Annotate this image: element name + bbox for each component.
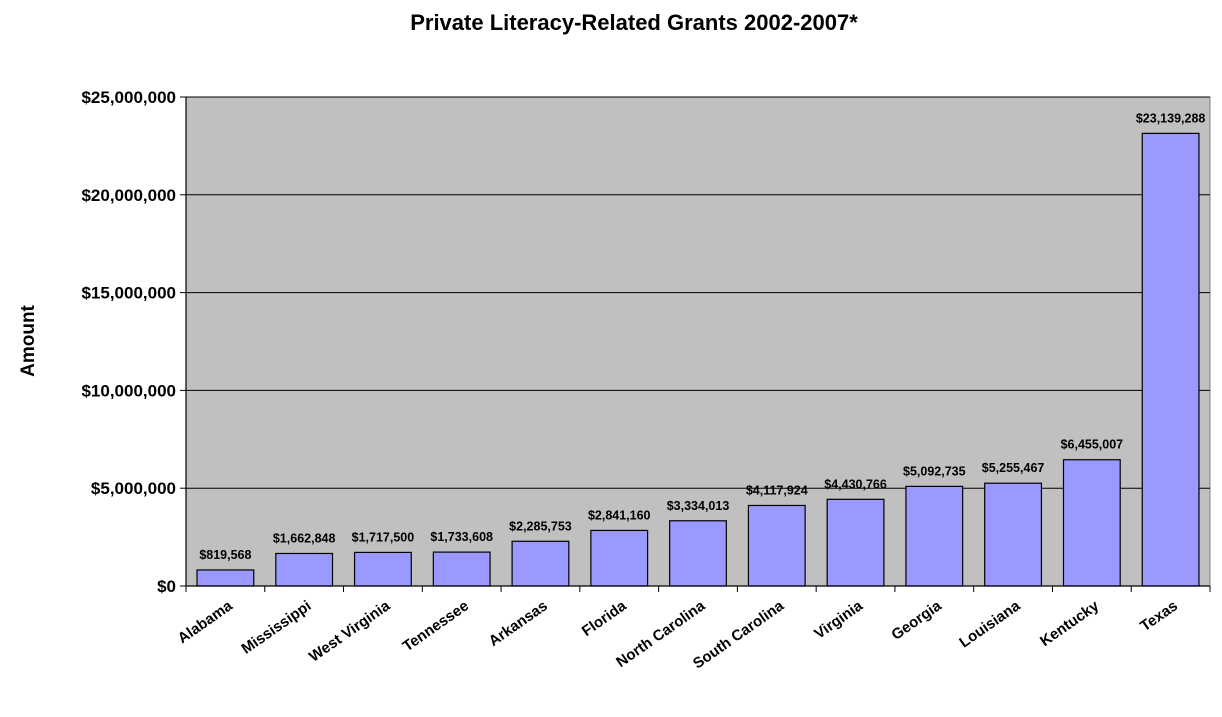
chart-title: Private Literacy-Related Grants 2002-200… bbox=[410, 10, 858, 35]
data-label: $819,568 bbox=[199, 548, 251, 562]
x-tick-label: West Virginia bbox=[306, 597, 394, 665]
y-tick-label: $20,000,000 bbox=[81, 186, 176, 205]
bar-virginia bbox=[826, 498, 885, 587]
y-tick-label: $25,000,000 bbox=[81, 88, 176, 107]
y-tick-label: $10,000,000 bbox=[81, 381, 176, 400]
bar-west-virginia bbox=[353, 551, 412, 587]
x-tick-label: Arkansas bbox=[486, 597, 551, 650]
x-tick-label: Mississippi bbox=[238, 597, 314, 657]
data-label: $5,092,735 bbox=[903, 464, 966, 478]
x-tick-label: Texas bbox=[1137, 597, 1181, 635]
data-labels: $819,568 $1,662,848 $1,717,500 $1,733,608 $2… bbox=[199, 111, 1205, 562]
x-tick-label: Louisiana bbox=[956, 597, 1024, 651]
y-tick-label: $0 bbox=[157, 577, 176, 596]
data-label: $23,139,288 bbox=[1136, 111, 1206, 125]
data-label: $4,117,924 bbox=[746, 483, 808, 497]
data-label: $2,841,160 bbox=[588, 508, 651, 522]
x-tick-label: Virginia bbox=[811, 597, 866, 643]
data-label: $3,334,013 bbox=[667, 499, 730, 513]
x-tick-label: Alabama bbox=[175, 597, 237, 647]
data-label: $5,255,467 bbox=[982, 461, 1045, 475]
x-tick-label: Georgia bbox=[888, 597, 945, 644]
bar-tennessee bbox=[432, 551, 491, 587]
x-tick-label: Tennessee bbox=[400, 597, 472, 655]
bar-alabama bbox=[196, 569, 255, 587]
data-label: $1,717,500 bbox=[352, 530, 415, 544]
bar-georgia bbox=[905, 485, 964, 587]
bar-mississippi bbox=[275, 552, 334, 587]
bar-florida bbox=[590, 529, 649, 587]
bar-north-carolina bbox=[669, 520, 727, 587]
data-label: $6,455,007 bbox=[1061, 438, 1124, 452]
bars bbox=[196, 132, 1200, 587]
bar-kentucky bbox=[1062, 459, 1121, 587]
data-label: $4,430,766 bbox=[824, 477, 887, 491]
x-tick-label: Kentucky bbox=[1037, 597, 1103, 650]
y-axis-title: Amount bbox=[18, 304, 39, 376]
data-label: $2,285,753 bbox=[509, 519, 572, 533]
axes bbox=[180, 96, 1211, 592]
data-label: $1,662,848 bbox=[273, 531, 336, 545]
bar-texas bbox=[1141, 132, 1200, 587]
bar-south-carolina bbox=[747, 504, 806, 587]
bar-louisiana bbox=[984, 482, 1043, 587]
y-tick-label: $15,000,000 bbox=[81, 284, 176, 303]
x-tick-label: Florida bbox=[579, 597, 630, 640]
y-tick-label: $5,000,000 bbox=[91, 479, 176, 498]
y-tick-labels: $0 $5,000,000 $10,000,000 $15,000,000 $20,00… bbox=[81, 88, 176, 596]
bar-arkansas bbox=[511, 540, 570, 587]
data-label: $1,733,608 bbox=[430, 530, 493, 544]
